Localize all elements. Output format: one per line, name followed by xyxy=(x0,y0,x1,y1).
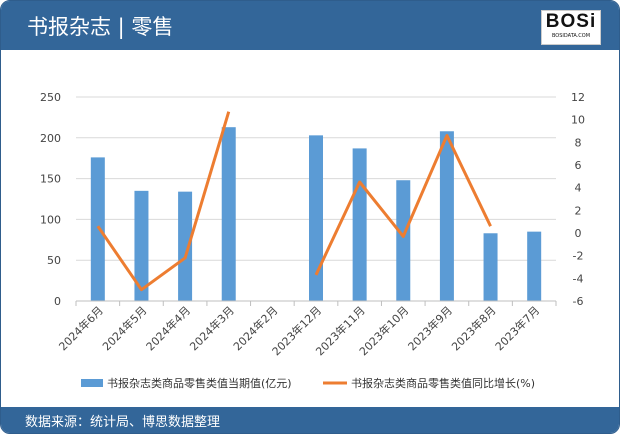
x-axis-label: 2024年6月 xyxy=(56,303,106,353)
logo-text: BOSi xyxy=(545,11,597,32)
x-axis-label: 2023年8月 xyxy=(448,303,498,353)
bar xyxy=(396,180,411,301)
header: 书报杂志 | 零售 BOSi BOSIDATA.COM xyxy=(1,1,619,50)
left-axis-tick: 250 xyxy=(40,91,61,104)
left-axis-tick: 200 xyxy=(40,132,61,145)
right-axis-tick: 2 xyxy=(575,204,582,217)
x-axis-label: 2023年7月 xyxy=(492,303,542,353)
right-axis-tick: 4 xyxy=(575,182,582,195)
logo-subtext: BOSIDATA.COM xyxy=(551,33,591,39)
footer: 数据来源：统计局、博思数据整理 xyxy=(1,407,619,433)
bar xyxy=(221,127,236,301)
bosi-logo: BOSi BOSIDATA.COM xyxy=(541,10,601,45)
bar xyxy=(178,191,193,301)
legend-line-label: 书报杂志类商品零售类值同比增长(%) xyxy=(351,376,535,390)
left-axis-tick: 50 xyxy=(47,254,61,267)
right-axis-tick: -6 xyxy=(573,295,584,308)
data-source: 数据来源：统计局、博思数据整理 xyxy=(25,415,221,430)
x-axis-label: 2023年9月 xyxy=(405,303,455,353)
x-axis-label: 2024年5月 xyxy=(99,303,149,353)
bar xyxy=(309,135,323,301)
legend-bar-swatch xyxy=(81,379,103,387)
bar xyxy=(483,233,498,301)
left-axis-tick: 100 xyxy=(40,213,61,226)
left-axis-tick: 150 xyxy=(40,173,61,186)
x-axis-label: 2024年3月 xyxy=(187,303,237,353)
bar xyxy=(439,131,454,301)
bar xyxy=(90,157,105,301)
bar xyxy=(352,148,367,301)
page-title: 书报杂志 | 零售 xyxy=(27,15,174,39)
bar xyxy=(527,231,542,301)
bar xyxy=(134,190,149,301)
left-axis-tick: 0 xyxy=(54,295,61,308)
right-axis-tick: 12 xyxy=(571,91,585,104)
right-axis-tick: 6 xyxy=(575,159,582,172)
right-axis-tick: -2 xyxy=(573,250,584,263)
growth-line xyxy=(96,111,231,292)
right-axis-tick: 8 xyxy=(575,136,582,149)
combo-chart: 050100150200250-6-4-20246810122024年6月202… xyxy=(40,91,585,390)
right-axis-tick: 0 xyxy=(575,227,582,240)
right-axis-tick: -4 xyxy=(573,272,584,285)
x-axis-label: 2024年4月 xyxy=(143,303,193,353)
right-axis-tick: 10 xyxy=(571,114,585,127)
legend-bar-label: 书报杂志类商品零售类值当期值(亿元) xyxy=(107,376,292,390)
